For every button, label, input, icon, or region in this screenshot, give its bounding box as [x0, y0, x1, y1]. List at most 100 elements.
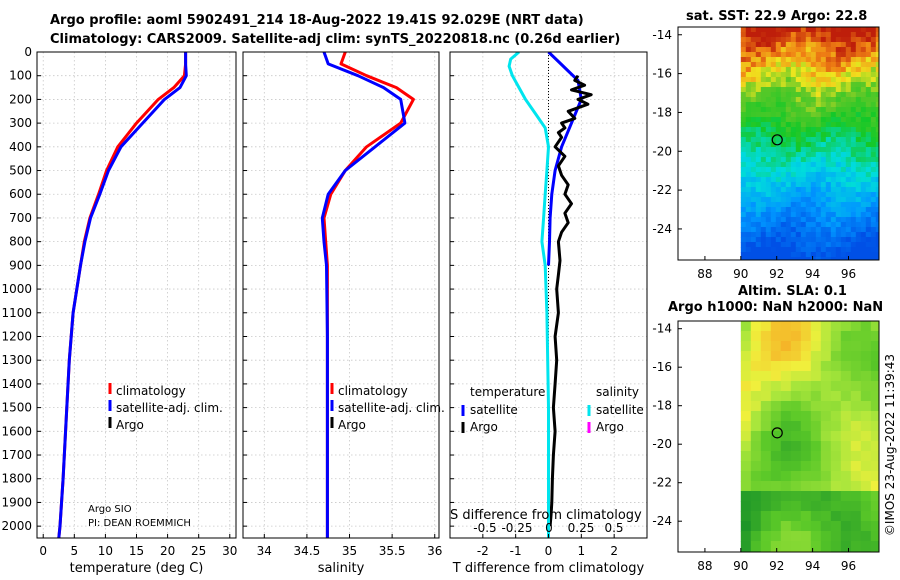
heatmap-cell: [780, 361, 792, 372]
heatmap-cell: [820, 32, 827, 38]
heatmap-cell: [765, 57, 772, 63]
heatmap-cell: [835, 197, 842, 203]
heatmap-cell: [845, 197, 852, 203]
heatmap-cell: [825, 217, 832, 223]
heatmap-cell: [805, 62, 812, 68]
heatmap-cell: [830, 411, 842, 422]
heatmap-cell: [745, 142, 752, 148]
heatmap-cell: [830, 511, 842, 522]
heatmap-cell: [800, 197, 807, 203]
heatmap-cell: [875, 52, 880, 58]
heatmap-cell: [815, 107, 822, 113]
heatmap-cell: [815, 172, 822, 178]
heatmap-cell: [870, 421, 880, 432]
heatmap-cell: [830, 217, 837, 223]
heatmap-cell: [825, 122, 832, 128]
heatmap-cell: [855, 167, 862, 173]
heatmap-cell: [790, 491, 802, 502]
heatmap-cell: [840, 381, 852, 392]
heatmap-cell: [865, 252, 872, 258]
heatmap-cell: [840, 207, 847, 213]
heatmap-cell: [795, 97, 802, 103]
heatmap-cell: [745, 92, 752, 98]
heatmap-cell: [780, 137, 787, 143]
heatmap-cell: [830, 172, 837, 178]
heatmap-cell: [760, 481, 772, 492]
heatmap-cell: [760, 107, 767, 113]
heatmap-cell: [795, 57, 802, 63]
heatmap-cell: [760, 192, 767, 198]
heatmap-cell: [815, 62, 822, 68]
heatmap-cell: [750, 381, 762, 392]
heatmap-cell: [750, 77, 757, 83]
heatmap-cell: [875, 257, 880, 261]
heatmap-cell: [870, 82, 877, 88]
heatmap-cell: [825, 107, 832, 113]
heatmap-cell: [740, 92, 747, 98]
heatmap-cell: [750, 127, 757, 133]
heatmap-cell: [785, 222, 792, 228]
heatmap-cell: [785, 247, 792, 253]
heatmap-cell: [785, 132, 792, 138]
heatmap-cell: [820, 411, 832, 422]
heatmap-cell: [770, 107, 777, 113]
heatmap-cell: [850, 481, 862, 492]
heatmap-cell: [810, 232, 817, 238]
heatmap-cell: [820, 451, 832, 462]
heatmap-cell: [750, 122, 757, 128]
heatmap-cell: [755, 102, 762, 108]
heatmap-cell: [850, 441, 862, 452]
heatmap-cell: [790, 82, 797, 88]
heatmap-cell: [740, 47, 747, 53]
heatmap-cell: [740, 361, 752, 372]
heatmap-cell: [760, 421, 772, 432]
heatmap-cell: [770, 451, 782, 462]
heatmap-cell: [840, 257, 847, 261]
heatmap-cell: [770, 461, 782, 472]
heatmap-cell: [765, 192, 772, 198]
heatmap-cell: [850, 252, 857, 258]
heatmap-cell: [755, 237, 762, 243]
heatmap-cell: [865, 112, 872, 118]
heatmap-cell: [830, 421, 842, 432]
heatmap-cell: [745, 107, 752, 113]
heatmap-cell: [855, 212, 862, 218]
legend-label: Argo: [116, 418, 144, 432]
heatmap-cell: [815, 87, 822, 93]
heatmap-cell: [875, 132, 880, 138]
heatmap-cell: [800, 441, 812, 452]
map-y-tick-label: -18: [652, 399, 672, 413]
heatmap-cell: [835, 32, 842, 38]
heatmap-cell: [825, 102, 832, 108]
heatmap-cell: [750, 92, 757, 98]
heatmap-cell: [770, 197, 777, 203]
heatmap-cell: [865, 152, 872, 158]
heatmap-cell: [845, 182, 852, 188]
heatmap-cell: [760, 197, 767, 203]
heatmap-cell: [785, 37, 792, 43]
heatmap-cell: [775, 117, 782, 123]
heatmap-cell: [775, 182, 782, 188]
heatmap-cell: [780, 222, 787, 228]
x-axis-label: salinity: [318, 561, 365, 576]
heatmap-cell: [805, 52, 812, 58]
heatmap-cell: [755, 212, 762, 218]
heatmap-cell: [755, 57, 762, 63]
heatmap-cell: [755, 162, 762, 168]
heatmap-cell: [830, 431, 842, 442]
heatmap-cell: [870, 87, 877, 93]
heatmap-cell: [805, 192, 812, 198]
heatmap-cell: [855, 182, 862, 188]
heatmap-cell: [765, 177, 772, 183]
heatmap-cell: [775, 27, 782, 33]
legend-label: satellite: [470, 403, 518, 417]
heatmap-cell: [780, 401, 792, 412]
heatmap-cell: [820, 321, 832, 332]
heatmap-cell: [850, 192, 857, 198]
heatmap-cell: [870, 162, 877, 168]
heatmap-cell: [850, 187, 857, 193]
heatmap-cell: [870, 331, 880, 342]
heatmap-cell: [850, 47, 857, 53]
heatmap-cell: [760, 112, 767, 118]
heatmap-cell: [815, 117, 822, 123]
